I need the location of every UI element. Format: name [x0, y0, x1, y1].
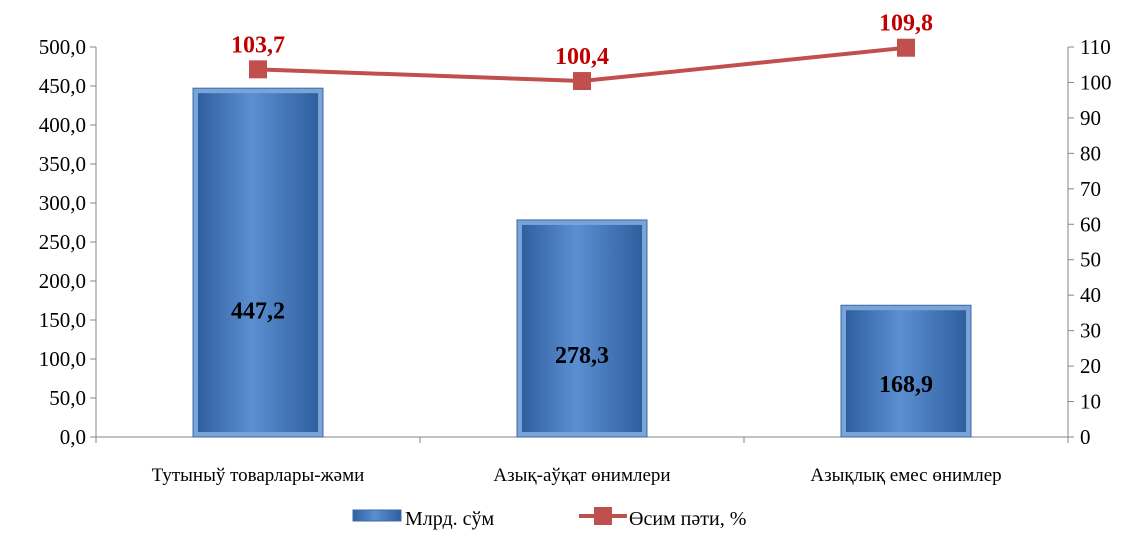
line-value-label: 100,4: [555, 44, 609, 70]
bar: [192, 87, 324, 438]
right-axis-tick-label: 80: [1080, 141, 1101, 165]
line-marker: [897, 38, 915, 57]
right-axis-tick-label: 0: [1080, 425, 1091, 449]
right-axis-tick-label: 20: [1080, 354, 1101, 378]
right-axis-tick-label: 100: [1080, 70, 1112, 94]
left-axis-tick-label: 350,0: [39, 152, 86, 176]
right-axis-tick-label: 10: [1080, 390, 1101, 414]
legend-label-line: Өсим пәти, %: [629, 508, 746, 530]
bar-value-label: 447,2: [231, 298, 285, 324]
right-axis-tick-label: 50: [1080, 248, 1101, 272]
line-marker: [249, 60, 267, 79]
left-axis-tick-label: 0,0: [60, 425, 86, 449]
right-axis-tick-label: 110: [1080, 35, 1111, 59]
bar-value-label: 168,9: [879, 372, 933, 398]
left-axis-tick-label: 300,0: [39, 191, 86, 215]
legend-item-line: Өсим пәти, %: [579, 507, 746, 530]
left-axis-tick-label: 250,0: [39, 230, 86, 254]
bar: [840, 304, 972, 438]
right-axis-tick-label: 90: [1080, 106, 1101, 130]
left-axis-tick-label: 400,0: [39, 113, 86, 137]
legend-swatch-marker: [594, 507, 612, 525]
bar-value-label: 278,3: [555, 343, 609, 369]
line-value-label: 103,7: [231, 32, 285, 58]
bar-face: [522, 224, 642, 432]
line-value-label: 109,8: [879, 11, 933, 37]
right-axis-tick-label: 30: [1080, 319, 1101, 343]
bar-face: [846, 310, 966, 432]
left-axis-tick-label: 100,0: [39, 347, 86, 371]
legend-swatch-bars: [352, 509, 402, 522]
left-axis-tick-label: 200,0: [39, 269, 86, 293]
left-axis-tick-label: 50,0: [49, 386, 86, 410]
legend-label-bars: Млрд. сўм: [405, 508, 495, 530]
legend-item-bars: Млрд. сўм: [352, 508, 495, 530]
right-axis-tick-label: 70: [1080, 177, 1101, 201]
left-axis-tick-label: 500,0: [39, 35, 86, 59]
x-axis-category-label: Тутыныў товарлары-жәми: [152, 465, 365, 486]
line-marker: [573, 72, 591, 91]
right-axis-tick-label: 60: [1080, 212, 1101, 236]
x-axis-category-label: Азық-аўқат өнимлери: [493, 465, 670, 486]
left-axis-tick-label: 150,0: [39, 308, 86, 332]
bar: [516, 219, 648, 438]
x-axis-category-label: Азықлық емес өнимлер: [810, 465, 1001, 486]
left-axis-tick-label: 450,0: [39, 74, 86, 98]
bar-face: [198, 93, 318, 433]
right-axis-tick-label: 40: [1080, 283, 1101, 307]
